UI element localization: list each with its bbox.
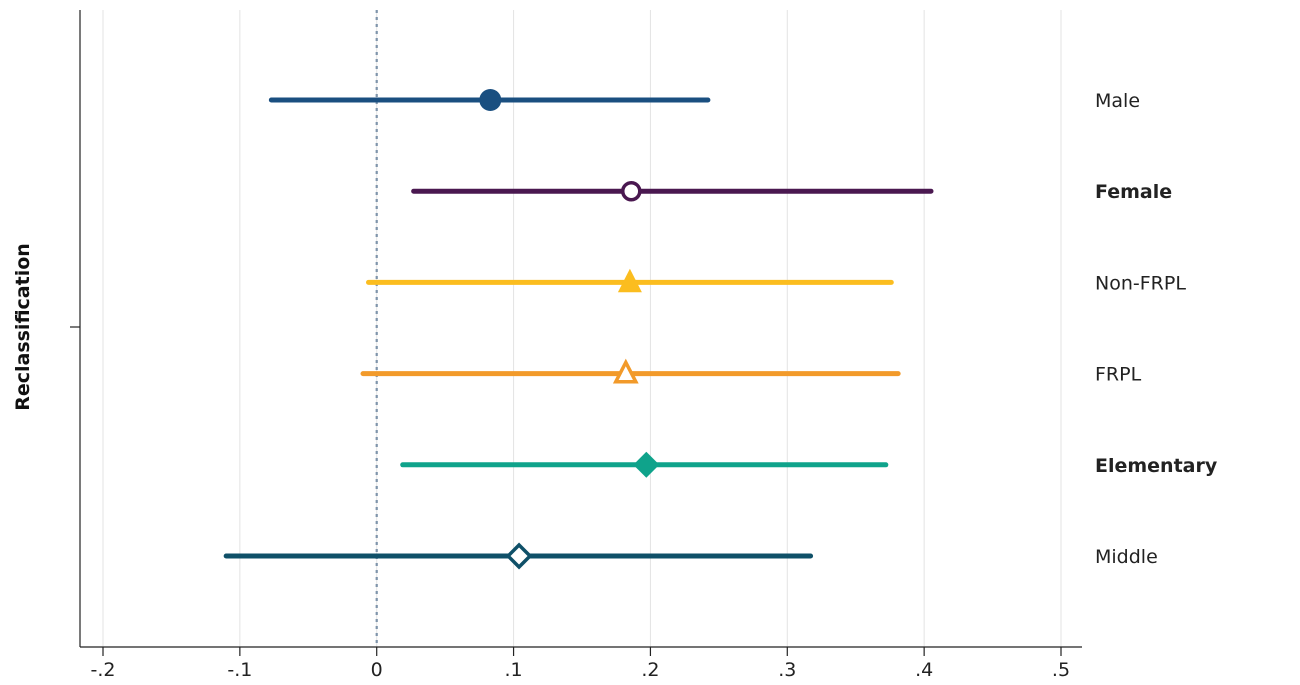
series-middle: Middle: [223, 542, 1158, 570]
series-elementary: Elementary: [400, 451, 1218, 478]
series-group: Male Female Non-FRPL FRPL Elementary Middle: [223, 89, 1218, 570]
series-male: Male: [268, 89, 1140, 112]
axes: [70, 10, 1082, 648]
series-label: Elementary: [1095, 455, 1218, 477]
x-axis-ticks: -.2 -.1 0 .1 .2 .3 .4 .5: [91, 647, 1070, 681]
x-tick-label: .5: [1052, 659, 1070, 681]
series-label: Male: [1095, 90, 1140, 112]
point-estimate: [633, 451, 660, 478]
series-label: Middle: [1095, 546, 1158, 568]
series-label: FRPL: [1095, 364, 1142, 386]
x-tick-label: .1: [505, 659, 523, 681]
y-axis-label: Reclassification: [12, 243, 34, 411]
grid-lines: [102, 10, 1062, 647]
x-tick-label: .4: [915, 659, 933, 681]
x-tick-label: .3: [778, 659, 796, 681]
point-estimate: [621, 180, 642, 202]
series-frpl: FRPL: [360, 358, 1142, 386]
point-estimate: [505, 542, 533, 570]
x-tick-label: -.1: [227, 659, 252, 681]
x-tick-label: -.2: [91, 659, 116, 681]
x-tick-label: .2: [641, 659, 659, 681]
point-estimate: [479, 89, 502, 111]
series-label: Non-FRPL: [1095, 272, 1186, 294]
series-label: Female: [1095, 181, 1172, 203]
point-estimate: [617, 268, 642, 293]
x-tick-label: 0: [371, 659, 383, 681]
series-non-frpl: Non-FRPL: [366, 268, 1186, 294]
series-female: Female: [411, 180, 1172, 203]
point-estimate: [612, 358, 639, 384]
